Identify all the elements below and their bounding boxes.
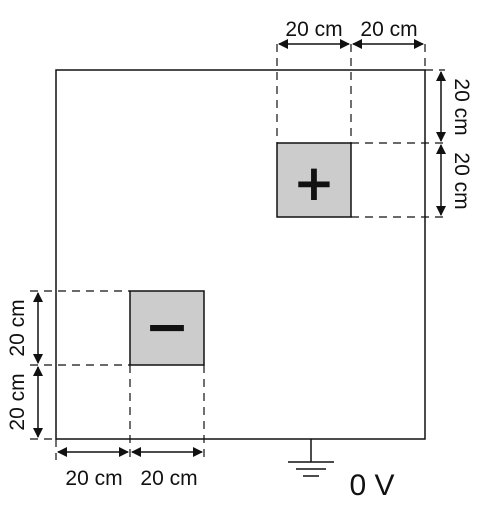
guides-top-right: [276, 44, 445, 218]
guides-bottom-left: [30, 290, 205, 460]
bottom-dimension-label-right: 20 cm: [140, 467, 197, 490]
ground-icon: [288, 439, 334, 477]
top-dimension-label-left: 20 cm: [285, 18, 342, 41]
ground-voltage-label: 0 V: [349, 469, 394, 502]
negative-plate: [129, 290, 205, 366]
left-dimension-label-upper: 20 cm: [6, 299, 29, 356]
negative-symbol: −: [144, 295, 189, 358]
positive-plate: [276, 142, 352, 218]
right-dimension-label-lower: 20 cm: [450, 152, 473, 209]
left-dimension-label-lower: 20 cm: [6, 373, 29, 430]
positive-symbol: +: [293, 154, 335, 212]
right-dimension-label-upper: 20 cm: [450, 78, 473, 135]
bottom-dimension-label-left: 20 cm: [65, 467, 122, 490]
top-dimension-label-right: 20 cm: [360, 18, 417, 41]
outer-boundary: [55, 69, 426, 440]
